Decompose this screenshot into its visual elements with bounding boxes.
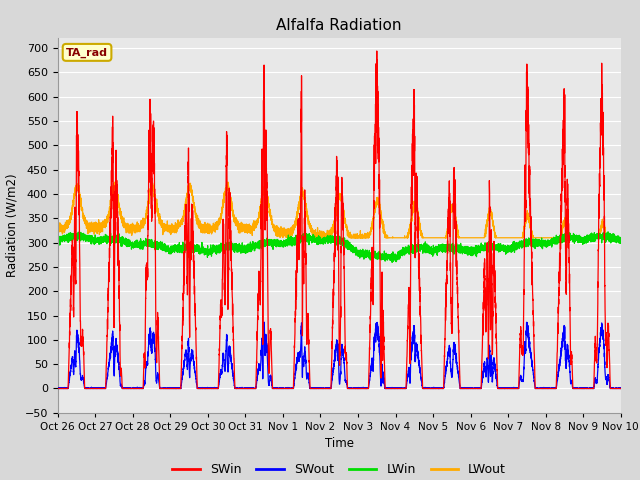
X-axis label: Time: Time [324,437,354,450]
Y-axis label: Radiation (W/m2): Radiation (W/m2) [6,174,19,277]
Title: Alfalfa Radiation: Alfalfa Radiation [276,18,402,33]
Text: TA_rad: TA_rad [66,47,108,58]
Legend: SWin, SWout, LWin, LWout: SWin, SWout, LWin, LWout [167,458,511,480]
